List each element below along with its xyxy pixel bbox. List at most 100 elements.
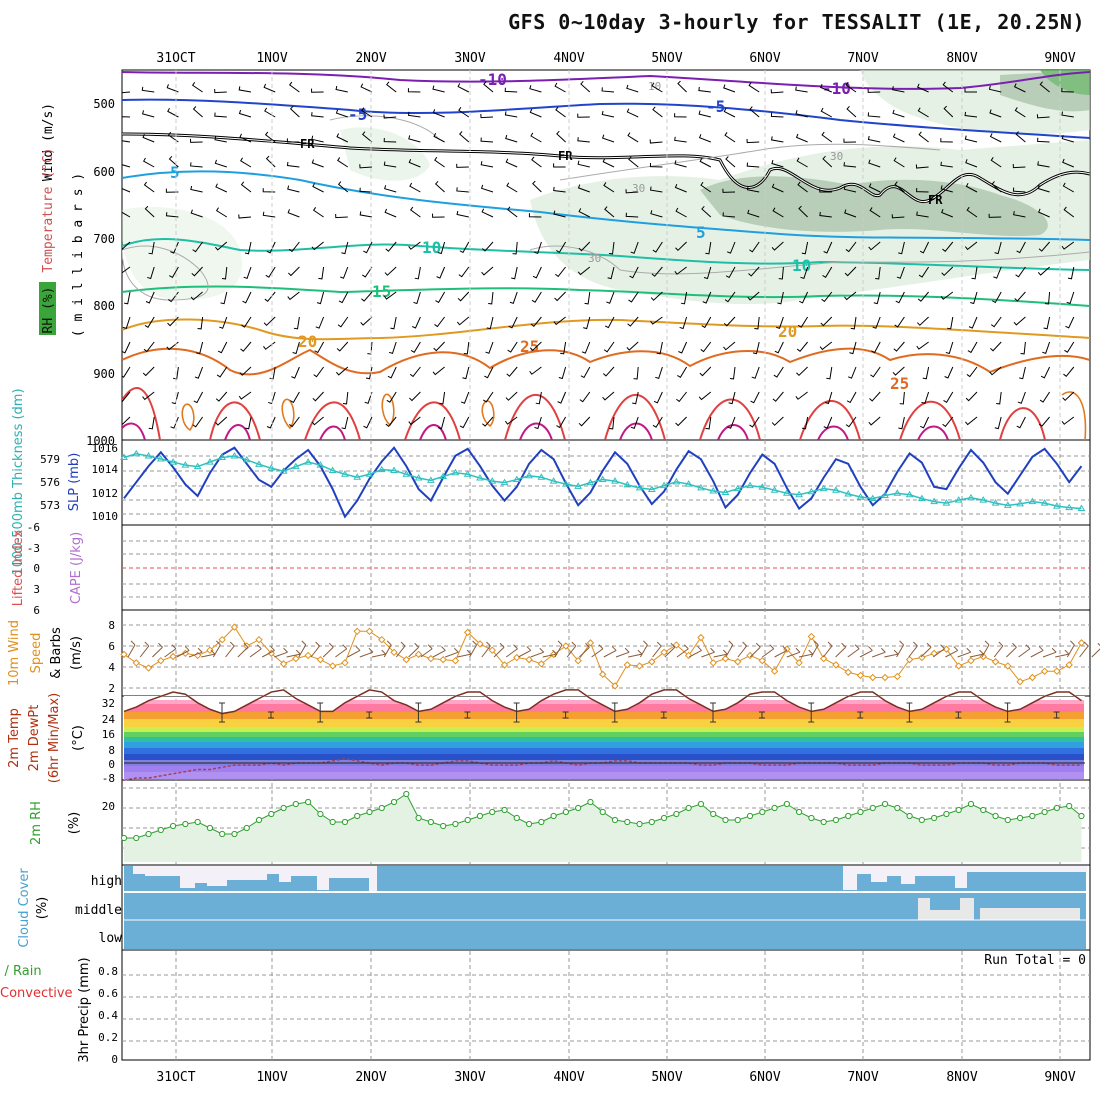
upper-wind-barb	[603, 341, 615, 353]
upper-wind-barb	[262, 188, 276, 193]
upper-wind-barb	[407, 88, 421, 93]
wind-speed-point	[1016, 677, 1024, 686]
upper-wind-barb	[122, 416, 131, 426]
wind10-barb	[603, 646, 617, 658]
temp-minmax-bar	[660, 711, 667, 719]
wind-speed-point	[758, 656, 767, 665]
upper-wind-barb	[311, 241, 324, 251]
upper-wind-barb	[238, 86, 252, 93]
thickness-point	[402, 470, 411, 477]
upper-wind-barb	[1036, 114, 1050, 119]
upper-wind-barb	[483, 81, 494, 93]
upper-wind-barb	[238, 391, 252, 400]
wind10-barb	[1055, 649, 1070, 658]
wind-speed-point	[279, 660, 288, 668]
thickness-point	[365, 470, 374, 477]
upper-wind-barb	[749, 241, 760, 253]
upper-wind-barb	[652, 416, 663, 428]
upper-wind-barb	[555, 106, 566, 118]
upper-wind-barb	[945, 341, 954, 355]
upper-wind-barb	[558, 366, 567, 380]
upper-wind-barb	[414, 266, 421, 280]
thickness-point	[120, 453, 128, 461]
thk-tick-573: 573	[40, 499, 60, 512]
wind10-barb	[847, 644, 860, 658]
upper-wind-barb	[167, 131, 179, 143]
wind10-barb	[420, 644, 433, 658]
upper-wind-barb	[795, 133, 808, 143]
upper-wind-barb	[312, 391, 324, 402]
thickness-point	[255, 460, 263, 467]
wind-speed-point	[611, 682, 619, 690]
upper-wind-barb	[240, 341, 252, 352]
upper-wind-barb	[316, 291, 325, 305]
upper-wind-barb	[122, 366, 131, 378]
upper-wind-barb	[241, 316, 252, 328]
wind-speed-point	[1077, 639, 1086, 647]
upper-wind-barb	[286, 138, 300, 143]
upper-wind-barb	[1061, 135, 1074, 143]
upper-wind-barb	[1019, 366, 1026, 380]
date-top-2: 2NOV	[355, 51, 386, 66]
wind10-barb	[737, 641, 748, 658]
upper-wind-barb	[337, 157, 349, 168]
rh-point	[194, 818, 201, 826]
wind10-barb	[530, 647, 545, 658]
upper-wind-barb	[922, 366, 930, 380]
upper-wind-barb	[312, 207, 324, 218]
upper-wind-barb	[679, 316, 688, 330]
upper-wind-barb	[843, 162, 857, 168]
upper-wind-barb	[750, 391, 760, 404]
ylabel-temp: Temperature (°C)	[41, 147, 56, 272]
rh-point	[464, 816, 471, 824]
ylabel-minmax: (6hr Min/Max)	[47, 693, 62, 783]
wind10-barb	[981, 640, 990, 658]
temp-band	[124, 754, 1084, 760]
upper-wind-barb	[1039, 81, 1050, 93]
upper-wind-barb	[361, 131, 373, 143]
label-rh30-c: 30	[632, 182, 645, 195]
upper-wind-barb	[144, 316, 155, 328]
temp-tick: 32	[102, 697, 115, 710]
upper-wind-barb	[459, 241, 470, 254]
upper-wind-barb	[964, 241, 978, 251]
upper-wind-barb	[771, 136, 784, 143]
upper-wind-barb	[770, 112, 784, 118]
upper-wind-barb	[142, 133, 155, 143]
upper-wind-barb	[1038, 241, 1050, 252]
thickness-point	[279, 467, 288, 474]
thickness-point	[1077, 504, 1086, 511]
wind10-barb	[371, 649, 387, 658]
rh-point	[440, 822, 447, 830]
wind10-barb	[261, 646, 275, 658]
upper-wind-barb	[919, 241, 930, 254]
cloud-gap	[145, 866, 180, 876]
wind10-barb	[884, 649, 899, 658]
upper-wind-barb	[970, 291, 978, 305]
temp-minmax-bar	[464, 711, 471, 719]
upper-wind-barb	[579, 391, 591, 403]
upper-wind-barb	[387, 366, 397, 379]
upper-wind-barb	[943, 105, 954, 118]
upper-wind-barb	[361, 291, 373, 302]
precip-tick-06: 0.6	[98, 987, 118, 1000]
upper-wind-barb	[408, 158, 421, 168]
upper-wind-barb	[892, 366, 905, 376]
date-bottom-9: 9NOV	[1044, 1070, 1075, 1085]
thickness-point	[439, 472, 448, 480]
cloud-gap	[901, 866, 915, 884]
thickness-point	[353, 473, 362, 480]
upper-wind-barb	[989, 109, 1002, 118]
upper-wind-barb	[311, 135, 324, 143]
rh-point	[268, 810, 275, 818]
upper-wind-barb	[650, 291, 663, 301]
upper-wind-barb	[458, 107, 470, 118]
upper-wind-barb	[459, 131, 470, 143]
rh-point	[894, 804, 901, 812]
chart-title: GFS 0~10day 3-hourly for TESSALIT (1E, 2…	[508, 10, 1085, 34]
thickness-point	[230, 452, 239, 459]
label-rh10: 10	[648, 80, 661, 93]
upper-wind-barb	[705, 241, 712, 255]
upper-wind-barb	[214, 159, 227, 168]
